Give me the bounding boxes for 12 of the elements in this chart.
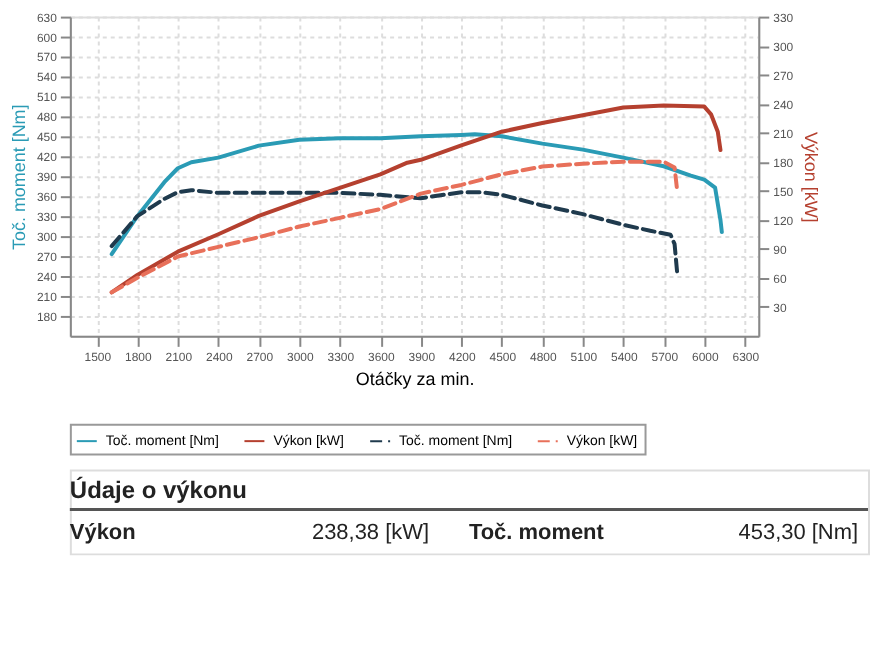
text: 238,38 [kW] [311, 521, 430, 546]
y2-axis-title: Výkon [kW] [801, 131, 822, 223]
text: 453,30 [Nm] [738, 521, 859, 546]
line-series [109, 188, 680, 277]
text: Údaje o výkonu [69, 475, 247, 504]
x-axis-title: Otáčky za min. [355, 368, 475, 389]
text: Výkon [69, 521, 137, 546]
line-series [109, 132, 724, 257]
y-axis-title: Toč. moment [Nm] [8, 104, 29, 250]
line-series [109, 103, 723, 295]
text: Toč. moment [468, 521, 605, 546]
line-series [109, 159, 680, 295]
